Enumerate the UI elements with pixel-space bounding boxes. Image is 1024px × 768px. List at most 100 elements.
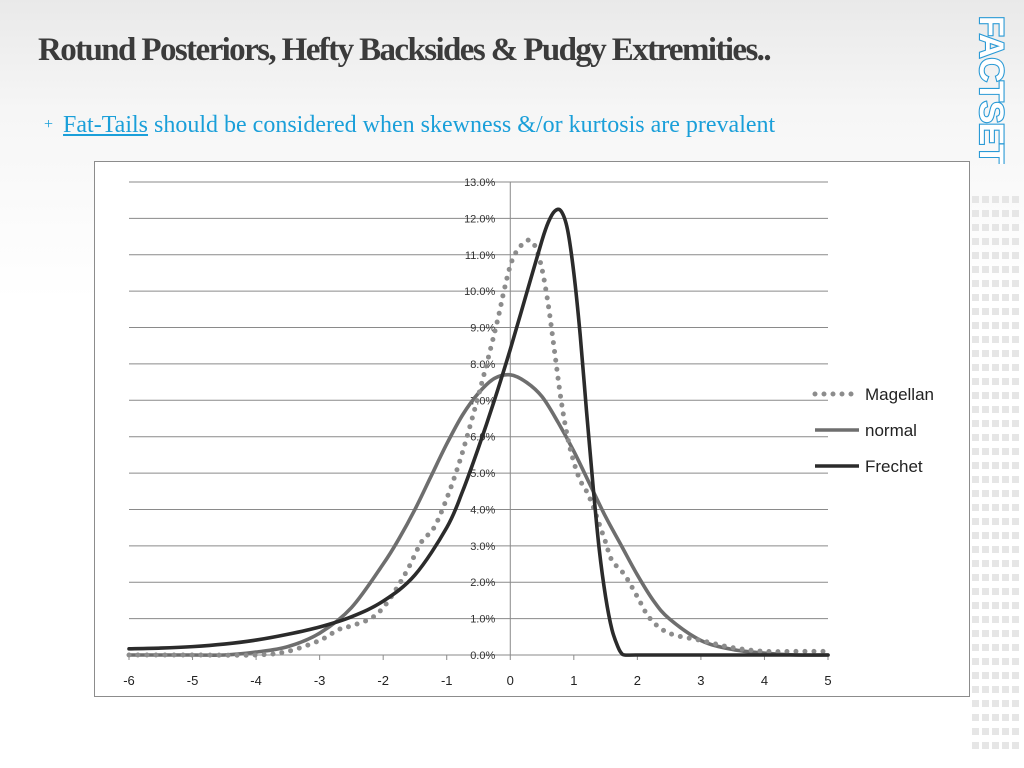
- dot-grid-cell: [1002, 434, 1009, 441]
- dot-grid-cell: [1012, 378, 1019, 385]
- dot-grid-cell: [1002, 350, 1009, 357]
- dot-grid-cell: [982, 448, 989, 455]
- dot-grid-cell: [982, 350, 989, 357]
- x-tick-label: -5: [187, 673, 199, 688]
- dot-grid-cell: [1012, 546, 1019, 553]
- x-tick-label: 5: [824, 673, 831, 688]
- fat-tails-link[interactable]: Fat-Tails: [63, 112, 149, 138]
- dot-grid-cell: [972, 546, 979, 553]
- dot-grid-cell: [972, 644, 979, 651]
- dot-grid-cell: [972, 350, 979, 357]
- dot-grid-cell: [1012, 560, 1019, 567]
- x-tick-label: 4: [761, 673, 768, 688]
- dot-grid-cell: [982, 406, 989, 413]
- x-tick-label: 3: [697, 673, 704, 688]
- dot-grid-cell: [1012, 224, 1019, 231]
- dot-grid-cell: [1002, 560, 1009, 567]
- dot-grid-cell: [992, 490, 999, 497]
- series-line-frechet: [127, 207, 830, 657]
- dot-grid-cell: [992, 238, 999, 245]
- dot-grid-cell: [1002, 252, 1009, 259]
- dot-grid-cell: [982, 672, 989, 679]
- dot-grid-cell: [982, 224, 989, 231]
- dot-grid-cell: [982, 476, 989, 483]
- dot-grid-cell: [972, 560, 979, 567]
- x-tick-label: -3: [314, 673, 326, 688]
- dot-grid-cell: [992, 588, 999, 595]
- y-tick-label: 5.0%: [470, 468, 495, 480]
- dot-grid-cell: [1002, 616, 1009, 623]
- dot-grid-cell: [972, 462, 979, 469]
- y-tick-label: 10.0%: [464, 286, 495, 298]
- dot-grid-cell: [1002, 294, 1009, 301]
- dot-grid-cell: [972, 574, 979, 581]
- dot-grid-cell: [992, 630, 999, 637]
- dot-grid-cell: [992, 504, 999, 511]
- dot-grid-cell: [972, 196, 979, 203]
- dot-grid-cell: [1012, 336, 1019, 343]
- dot-grid-cell: [1012, 630, 1019, 637]
- y-tick-label: 12.0%: [464, 213, 495, 225]
- dot-grid-cell: [992, 672, 999, 679]
- dot-grid-cell: [982, 252, 989, 259]
- dot-grid-cell: [1012, 602, 1019, 609]
- dot-grid-cell: [982, 364, 989, 371]
- dot-grid-cell: [982, 686, 989, 693]
- dot-grid-cell: [1012, 532, 1019, 539]
- dot-grid-cell: [982, 700, 989, 707]
- dot-grid-cell: [982, 518, 989, 525]
- dot-grid-cell: [992, 658, 999, 665]
- dot-grid-cell: [992, 742, 999, 749]
- dot-grid-cell: [992, 700, 999, 707]
- dot-grid-cell: [1012, 588, 1019, 595]
- dot-grid-cell: [1002, 196, 1009, 203]
- dot-grid-cell: [972, 308, 979, 315]
- dot-grid-cell: [972, 602, 979, 609]
- dot-grid-cell: [982, 238, 989, 245]
- dot-grid-cell: [1012, 714, 1019, 721]
- dot-grid-cell: [992, 728, 999, 735]
- dot-grid-cell: [982, 714, 989, 721]
- dot-grid-cell: [982, 462, 989, 469]
- dot-grid-cell: [972, 378, 979, 385]
- dot-grid-cell: [992, 532, 999, 539]
- legend-label-normal: normal: [865, 421, 917, 440]
- dot-grid-cell: [1012, 616, 1019, 623]
- dot-grid-cell: [982, 196, 989, 203]
- dot-grid-cell: [1002, 644, 1009, 651]
- dot-grid-cell: [982, 420, 989, 427]
- dot-grid-cell: [1012, 700, 1019, 707]
- dot-grid-cell: [972, 420, 979, 427]
- dot-grid-cell: [982, 588, 989, 595]
- dot-grid-cell: [1012, 742, 1019, 749]
- dot-grid-cell: [1012, 518, 1019, 525]
- x-tick-label: 2: [634, 673, 641, 688]
- dot-grid-cell: [982, 560, 989, 567]
- dot-grid-cell: [982, 280, 989, 287]
- dot-grid-cell: [1002, 574, 1009, 581]
- factset-logo: FACTSET: [972, 15, 1011, 164]
- dot-grid-cell: [972, 336, 979, 343]
- dot-grid-cell: [1002, 532, 1009, 539]
- dot-grid-cell: [1012, 462, 1019, 469]
- dot-grid-cell: [982, 658, 989, 665]
- dot-grid-cell: [982, 630, 989, 637]
- dot-grid-cell: [982, 322, 989, 329]
- dot-grid-cell: [972, 630, 979, 637]
- dot-grid-cell: [1002, 406, 1009, 413]
- dot-grid-cell: [1002, 728, 1009, 735]
- dot-grid-cell: [972, 434, 979, 441]
- dot-grid-cell: [982, 616, 989, 623]
- dot-grid-cell: [972, 322, 979, 329]
- legend-label-magellan: Magellan: [865, 385, 934, 404]
- dot-grid-cell: [1002, 686, 1009, 693]
- dot-grid-cell: [1012, 504, 1019, 511]
- dot-grid-cell: [992, 546, 999, 553]
- logo-text: FACTSET: [972, 16, 1010, 164]
- dot-grid-cell: [982, 434, 989, 441]
- y-tick-label: 2.0%: [470, 577, 495, 589]
- dot-grid-cell: [1012, 406, 1019, 413]
- dot-grid-cell: [972, 616, 979, 623]
- dot-grid-cell: [972, 476, 979, 483]
- decorative-dot-grid: [972, 196, 1024, 768]
